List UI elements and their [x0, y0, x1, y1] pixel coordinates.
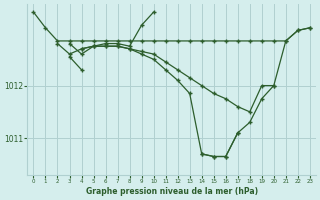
X-axis label: Graphe pression niveau de la mer (hPa): Graphe pression niveau de la mer (hPa)	[85, 187, 258, 196]
